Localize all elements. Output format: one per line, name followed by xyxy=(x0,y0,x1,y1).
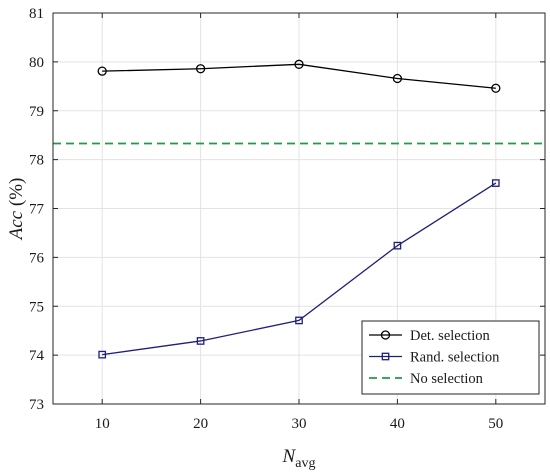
data-point-square xyxy=(295,316,303,325)
series-line-0 xyxy=(102,63,496,89)
legend-label-1: Rand. selection xyxy=(410,350,500,366)
data-point-circle xyxy=(195,64,206,74)
data-point-square xyxy=(491,179,500,187)
x-axis-label-main: N xyxy=(282,446,297,467)
data-point-circle xyxy=(97,66,107,76)
data-point-square xyxy=(98,350,107,359)
y-tick-label: 76 xyxy=(29,250,45,266)
y-axis-label-unit: (%) xyxy=(6,178,27,211)
x-tick-label: 20 xyxy=(193,416,208,432)
legend-item-2: No selection xyxy=(369,371,484,387)
legend: Det. selection Rand. selection No selectio… xyxy=(361,320,540,395)
y-tick-label: 73 xyxy=(29,397,44,413)
x-tick-label: 50 xyxy=(488,416,503,432)
legend-label-2: No selection xyxy=(410,371,484,387)
series-line-1 xyxy=(102,182,497,356)
data-point-circle xyxy=(392,73,403,84)
series-layer xyxy=(53,59,545,359)
x-tick-label: 30 xyxy=(292,416,307,432)
legend-item-0: Det. selection xyxy=(369,328,490,344)
y-tick-label: 74 xyxy=(29,348,45,364)
data-point-square xyxy=(393,241,402,250)
y-tick-label: 78 xyxy=(29,153,44,169)
tick-layer: 10 20 30 40 50 73 74 75 76 77 78 79 80 81 xyxy=(29,6,545,432)
legend-marker-square xyxy=(381,352,390,361)
x-tick-label: 40 xyxy=(390,416,405,432)
y-tick-label: 75 xyxy=(29,299,44,315)
legend-box xyxy=(361,320,540,395)
y-axis-label-main: Acc xyxy=(6,210,27,241)
y-axis-label: Acc (%) xyxy=(6,178,27,242)
legend-item-1: Rand. selection xyxy=(369,350,500,366)
x-axis-label-sub: avg xyxy=(295,456,315,471)
y-tick-label: 80 xyxy=(29,55,44,71)
y-tick-label: 79 xyxy=(29,104,44,120)
legend-label-0: Det. selection xyxy=(410,328,490,344)
data-point-square xyxy=(196,337,205,345)
series-1 xyxy=(98,179,500,359)
x-tick-label: 10 xyxy=(95,416,110,432)
y-tick-label: 77 xyxy=(29,202,45,218)
x-axis-label: Navg xyxy=(282,446,316,471)
data-point-circle xyxy=(491,83,501,93)
legend-marker-circle xyxy=(380,330,391,340)
y-tick-label: 81 xyxy=(29,6,44,22)
series-0 xyxy=(97,59,501,93)
data-point-circle xyxy=(294,59,304,69)
